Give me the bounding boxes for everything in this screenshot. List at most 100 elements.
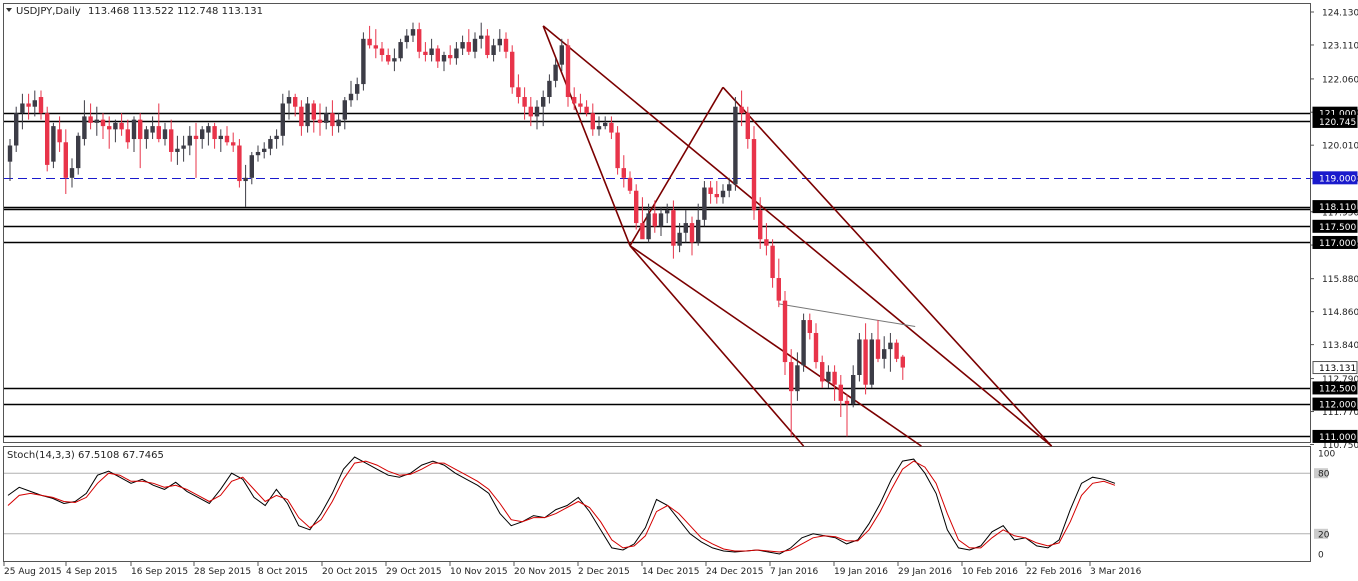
candle-body xyxy=(14,113,19,146)
y-tick-label: 113.840 xyxy=(1322,341,1358,351)
stoch-main-line xyxy=(7,456,1116,555)
candle-body xyxy=(317,119,323,123)
candle-body xyxy=(150,126,155,133)
candle-body xyxy=(336,119,341,127)
candle-body xyxy=(249,155,254,178)
candle-body xyxy=(770,245,775,279)
candle-body xyxy=(63,142,68,178)
x-tick-label: 14 Dec 2015 xyxy=(642,567,700,577)
candle-body xyxy=(776,278,781,301)
candle-body xyxy=(45,113,50,165)
candle-body xyxy=(231,142,236,146)
stoch-plot-frame xyxy=(3,446,1311,562)
candle-body xyxy=(559,45,564,65)
candle-body xyxy=(212,126,217,140)
candle-body xyxy=(857,339,862,376)
candle-body xyxy=(503,38,509,52)
candle-body xyxy=(144,129,149,140)
support-resistance-lines xyxy=(4,112,1310,438)
candle-body xyxy=(844,400,850,405)
candle-body xyxy=(702,187,707,220)
candle-body xyxy=(342,100,347,120)
candle-body xyxy=(615,132,620,169)
candle-body xyxy=(169,129,174,152)
outer-channel-upper xyxy=(542,25,1053,447)
candle-body xyxy=(100,119,106,127)
x-tick-label: 29 Jan 2016 xyxy=(898,567,952,577)
candle-body xyxy=(733,106,738,185)
candle-body xyxy=(94,119,99,123)
candle-body xyxy=(609,122,614,133)
candle-body xyxy=(367,38,372,46)
candle-body xyxy=(553,64,558,81)
price-label-box xyxy=(1312,361,1358,375)
stoch-signal-line xyxy=(7,460,1116,553)
candle-body xyxy=(658,213,664,227)
x-tick-label: 20 Nov 2015 xyxy=(514,567,572,577)
candle-body xyxy=(745,113,750,140)
stoch-lines xyxy=(7,456,1116,555)
candle-body xyxy=(689,223,695,243)
candle-body xyxy=(466,42,471,52)
y-tick-label: 117.950 xyxy=(1322,208,1358,218)
price-label-117.500: 117.500 xyxy=(1319,223,1356,233)
candle-body xyxy=(795,365,800,392)
candle-body xyxy=(311,103,316,120)
x-tick-label: 24 Dec 2015 xyxy=(706,567,764,577)
candle-body xyxy=(162,129,168,140)
candle-body xyxy=(826,371,831,382)
y-tick-label: 115.880 xyxy=(1322,275,1358,285)
candle-body xyxy=(107,126,112,130)
candle-body xyxy=(243,177,248,182)
y-tick-label: 110.750 xyxy=(1322,441,1358,451)
candle-body xyxy=(640,223,645,240)
candle-body xyxy=(541,97,546,107)
candle-body xyxy=(51,126,56,162)
candle-body xyxy=(113,122,118,130)
candle-body xyxy=(838,384,843,401)
candle-body xyxy=(869,339,874,385)
candle-body xyxy=(348,93,354,101)
candle-body xyxy=(156,126,161,140)
candle-body xyxy=(454,48,459,59)
candle-body xyxy=(280,103,285,136)
stoch-y-tick-label: 0 xyxy=(1318,551,1324,561)
y-tick-label: 111.770 xyxy=(1322,408,1358,418)
candle-body xyxy=(69,168,75,178)
x-tick-label: 10 Feb 2016 xyxy=(962,567,1018,577)
candle-body xyxy=(441,54,447,62)
candle-body xyxy=(138,119,143,140)
candle-body xyxy=(696,219,701,243)
inner-channel-upper xyxy=(722,86,1053,447)
candle-body xyxy=(578,103,583,107)
candle-body xyxy=(863,339,868,385)
candle-body xyxy=(472,38,478,52)
price-label-box xyxy=(1312,114,1358,128)
outer-channel-lower xyxy=(629,245,922,447)
price-label-box xyxy=(1312,235,1358,249)
candle-body xyxy=(851,375,856,405)
collapse-triangle-icon[interactable] xyxy=(6,8,12,12)
price-label-box xyxy=(1312,429,1358,443)
stoch-y-tick-label: 80 xyxy=(1318,470,1330,480)
stoch-level-box xyxy=(1314,528,1328,539)
price-label-113.131: 113.131 xyxy=(1319,364,1356,374)
price-label-118.110: 118.110 xyxy=(1319,203,1356,213)
candle-body xyxy=(355,84,360,94)
candle-body xyxy=(758,210,763,240)
candle-body xyxy=(206,126,211,133)
candle-body xyxy=(423,51,428,55)
x-tick-label: 7 Jan 2016 xyxy=(770,567,818,577)
price-label-box xyxy=(1312,171,1358,185)
candle-body xyxy=(429,48,434,55)
candle-body xyxy=(224,135,230,143)
x-tick-label: 4 Sep 2015 xyxy=(66,567,117,577)
candle-body xyxy=(714,193,719,198)
inner-channel-lower xyxy=(629,245,805,447)
candle-body xyxy=(764,239,769,246)
candle-body xyxy=(262,148,267,152)
candle-body xyxy=(193,135,199,140)
price-label-box xyxy=(1312,200,1358,214)
candle-body xyxy=(417,29,422,52)
price-label-112.000: 112.000 xyxy=(1319,401,1356,411)
